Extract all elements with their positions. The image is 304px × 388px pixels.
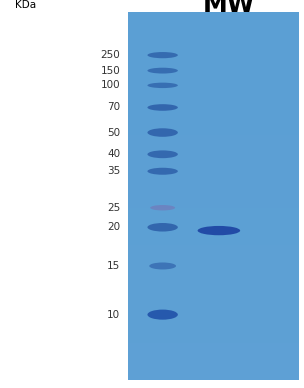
Bar (128, 184, 299, 196)
Text: 35: 35 (107, 166, 120, 176)
Text: KDa: KDa (15, 0, 36, 10)
Bar (128, 12, 299, 380)
Bar (128, 245, 299, 257)
Text: MW: MW (202, 0, 255, 17)
Bar (128, 331, 299, 343)
Bar (128, 208, 299, 220)
Text: 50: 50 (107, 128, 120, 137)
Bar (128, 282, 299, 294)
Bar (128, 220, 299, 233)
Text: 70: 70 (107, 102, 120, 113)
Text: 10: 10 (107, 310, 120, 320)
Ellipse shape (147, 128, 178, 137)
Bar (128, 159, 299, 171)
Text: 15: 15 (107, 261, 120, 271)
Bar (128, 319, 299, 331)
Bar (128, 171, 299, 184)
Ellipse shape (147, 223, 178, 232)
Bar (128, 36, 299, 48)
Bar (128, 368, 299, 380)
Ellipse shape (147, 151, 178, 158)
Ellipse shape (147, 310, 178, 320)
Bar (128, 196, 299, 208)
Bar (128, 61, 299, 73)
Bar (128, 73, 299, 85)
Ellipse shape (198, 226, 240, 235)
Bar (128, 85, 299, 98)
Bar (128, 307, 299, 319)
Bar (128, 257, 299, 270)
Bar (128, 356, 299, 368)
Bar (128, 122, 299, 135)
Bar (128, 270, 299, 282)
Text: 250: 250 (100, 50, 120, 60)
Bar (128, 294, 299, 307)
Text: 150: 150 (100, 66, 120, 76)
Bar (128, 135, 299, 147)
Bar (128, 233, 299, 245)
Bar (128, 343, 299, 356)
Bar (128, 48, 299, 61)
Bar (128, 98, 299, 110)
Bar (128, 12, 299, 24)
Ellipse shape (149, 262, 176, 269)
Bar (128, 110, 299, 122)
Bar (128, 147, 299, 159)
Text: 25: 25 (107, 203, 120, 213)
Ellipse shape (147, 83, 178, 88)
Ellipse shape (147, 104, 178, 111)
Bar (128, 24, 299, 36)
Ellipse shape (147, 52, 178, 58)
Ellipse shape (150, 205, 175, 210)
Ellipse shape (147, 68, 178, 74)
Text: 100: 100 (100, 80, 120, 90)
Ellipse shape (147, 168, 178, 175)
Text: 40: 40 (107, 149, 120, 159)
Text: 20: 20 (107, 222, 120, 232)
